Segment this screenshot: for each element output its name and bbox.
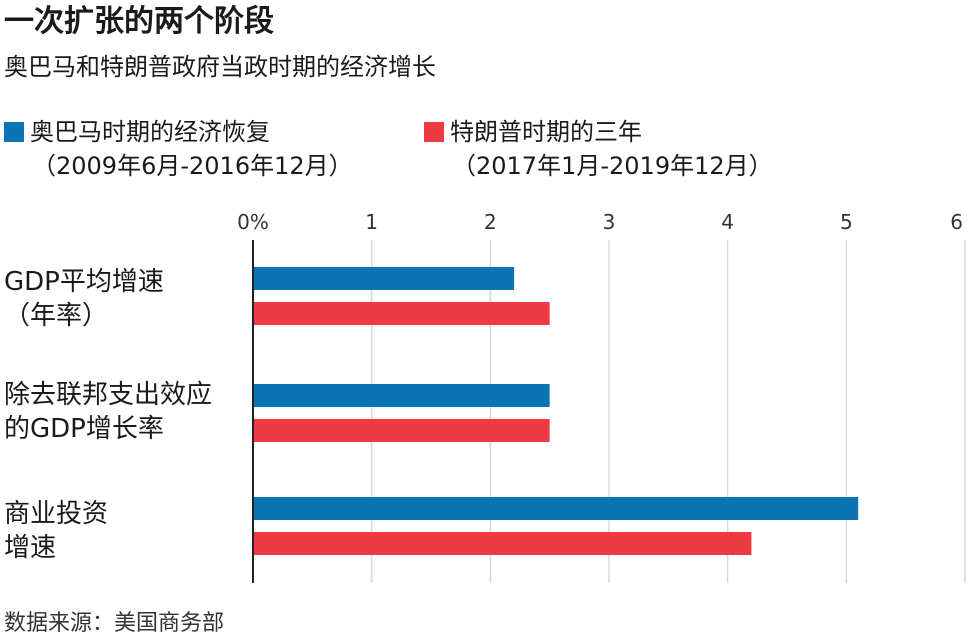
legend-label-obama-line2: （2009年6月-2016年12月） — [32, 152, 353, 180]
bar-series1-category0 — [253, 302, 550, 325]
category-label-gdp-line1: GDP平均增速 — [4, 267, 164, 297]
x-tick-label-3: 3 — [603, 210, 616, 234]
category-label-business-investment-line1: 商业投资 — [4, 499, 109, 529]
category-label-gdp-line2: （年率） — [4, 301, 109, 331]
legend-item-obama: 奥巴马时期的经济恢复 （2009年6月-2016年12月） — [4, 115, 353, 183]
bar-series0-category1 — [253, 384, 550, 407]
chart-subtitle: 奥巴马和特朗普政府当政时期的经济增长 — [4, 53, 436, 81]
x-tick-label-6: 6 — [950, 210, 963, 234]
category-label-gdp-ex-federal-line1: 除去联邦支出效应 — [4, 380, 213, 410]
source-note: 数据来源：美国商务部 — [4, 611, 225, 636]
category-label-gdp: GDP平均增速 （年率） — [4, 265, 164, 333]
legend-label-obama-line1: 奥巴马时期的经济恢复 — [30, 118, 270, 146]
category-label-gdp-ex-federal-line2: 的GDP增长率 — [4, 414, 164, 444]
x-tick-label-2: 2 — [484, 210, 497, 234]
bar-series0-category2 — [253, 497, 859, 520]
legend-swatch-obama — [4, 122, 24, 142]
category-label-gdp-ex-federal: 除去联邦支出效应 的GDP增长率 — [4, 378, 212, 446]
category-label-business-investment: 商业投资 增速 — [4, 497, 108, 565]
bar-series0-category0 — [253, 267, 515, 290]
x-tick-label-4: 4 — [721, 210, 734, 234]
category-label-business-investment-line2: 增速 — [4, 533, 57, 563]
gridlines — [370, 240, 966, 583]
bar-series1-category2 — [253, 532, 752, 555]
legend-swatch-trump — [424, 122, 444, 142]
legend-label-trump-line1: 特朗普时期的三年 — [450, 118, 642, 146]
x-tick-label-5: 5 — [840, 210, 853, 234]
chart-title: 一次扩张的两个阶段 — [4, 4, 274, 39]
x-axis-tick-labels: 0% 1 2 3 4 5 6 — [237, 210, 963, 234]
legend-label-trump-line2: （2017年1月-2019年12月） — [452, 152, 773, 180]
bar-series1-category1 — [253, 419, 550, 442]
x-tick-label-0: 0% — [237, 210, 269, 234]
legend-item-trump: 特朗普时期的三年 （2017年1月-2019年12月） — [424, 115, 773, 183]
x-tick-label-1: 1 — [365, 210, 378, 234]
bars — [253, 267, 859, 555]
